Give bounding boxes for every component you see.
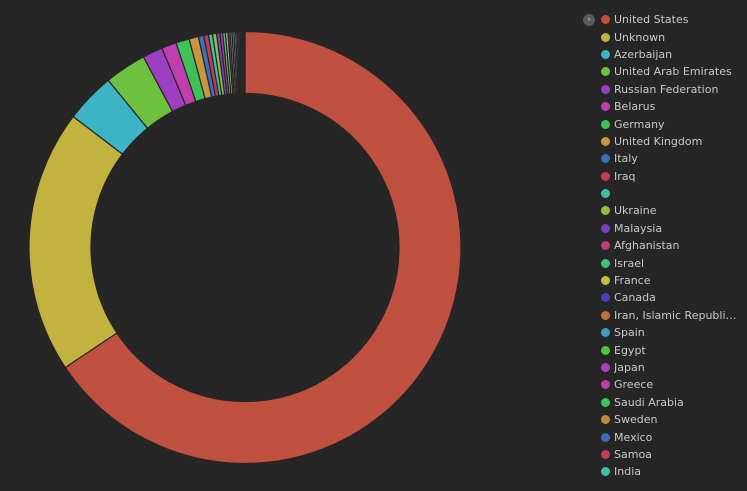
- legend-label: United Kingdom: [614, 134, 703, 148]
- legend-swatch: [601, 276, 610, 286]
- legend-item[interactable]: Sweden: [601, 411, 743, 428]
- legend-swatch: [601, 310, 610, 320]
- legend-swatch: [601, 171, 610, 181]
- legend-label: United Arab Emirates: [614, 65, 732, 79]
- legend-label: Saudi Arabia: [614, 395, 684, 409]
- legend-label: Canada: [614, 291, 656, 305]
- legend-swatch: [601, 49, 610, 59]
- legend-swatch: [601, 223, 610, 233]
- legend-label: Malaysia: [614, 221, 663, 235]
- legend-label: Iran, Islamic Republic ...: [614, 308, 740, 322]
- legend-item[interactable]: Israel: [601, 254, 743, 271]
- legend-list: United States Unknown Azerbaijan United Ara…: [601, 11, 743, 481]
- legend-swatch: [601, 449, 610, 459]
- legend-item[interactable]: Afghanistan: [601, 237, 743, 254]
- legend-item[interactable]: Canada: [601, 289, 743, 306]
- legend-swatch: [601, 154, 610, 164]
- donut-slice[interactable]: [243, 30, 246, 95]
- legend-swatch: [601, 67, 610, 77]
- legend-item[interactable]: Germany: [601, 115, 743, 132]
- donut-slice[interactable]: [28, 115, 124, 369]
- legend-item[interactable]: United States: [601, 11, 743, 28]
- legend-swatch: [601, 258, 610, 268]
- legend-item[interactable]: Malaysia: [601, 220, 743, 237]
- legend-label: Afghanistan: [614, 239, 680, 253]
- legend-label: Greece: [614, 378, 654, 392]
- legend-swatch: [601, 432, 610, 442]
- legend-swatch: [601, 467, 610, 477]
- legend-swatch: [601, 363, 610, 372]
- legend-label: Japan: [614, 361, 645, 374]
- legend-label: Italy: [614, 152, 638, 166]
- legend-label: Azerbaijan: [614, 47, 673, 61]
- legend-item[interactable]: India: [601, 463, 743, 480]
- legend-label: Belarus: [614, 100, 656, 114]
- legend-item[interactable]: United Arab Emirates: [601, 63, 743, 80]
- legend-label: Samoa: [614, 447, 652, 461]
- legend-item[interactable]: Greece: [601, 376, 743, 393]
- legend-item[interactable]: Mexico: [601, 428, 743, 445]
- legend-swatch: [601, 415, 610, 425]
- legend-label: Mexico: [614, 430, 653, 444]
- legend-item[interactable]: Iran, Islamic Republic ...: [601, 307, 743, 324]
- legend-label: Iraq: [614, 169, 636, 183]
- legend-label: Spain: [614, 326, 645, 340]
- legend-item[interactable]: [601, 185, 743, 202]
- legend-item[interactable]: France: [601, 272, 743, 289]
- chevron-right-icon[interactable]: ›: [583, 14, 595, 26]
- legend-swatch: [601, 241, 610, 251]
- legend-item[interactable]: Azerbaijan: [601, 46, 743, 63]
- legend-label: France: [614, 274, 651, 288]
- legend-item[interactable]: Spain: [601, 324, 743, 341]
- legend-label: Israel: [614, 256, 645, 270]
- legend-swatch: [601, 328, 610, 338]
- legend-swatch: [601, 102, 610, 112]
- legend-item[interactable]: Iraq: [601, 168, 743, 185]
- legend-swatch: [601, 15, 610, 25]
- legend-item[interactable]: Italy: [601, 150, 743, 167]
- legend-item[interactable]: Saudi Arabia: [601, 394, 743, 411]
- legend-swatch: [601, 32, 610, 42]
- legend-swatch: [601, 119, 610, 129]
- legend-label: Germany: [614, 117, 665, 131]
- legend-label: India: [614, 465, 641, 479]
- legend-item[interactable]: Samoa: [601, 446, 743, 463]
- legend-label: Russian Federation: [614, 82, 719, 96]
- legend-swatch: [601, 345, 610, 355]
- donut-chart: [28, 30, 462, 465]
- legend-item[interactable]: Unknown: [601, 28, 743, 45]
- legend-item[interactable]: Russian Federation: [601, 81, 743, 98]
- legend-label: Unknown: [614, 30, 666, 44]
- legend-label: Ukraine: [614, 204, 657, 218]
- legend-swatch: [601, 293, 610, 303]
- legend-label: Sweden: [614, 413, 658, 427]
- legend-label: Egypt: [614, 343, 646, 357]
- legend-item[interactable]: Egypt: [601, 341, 743, 358]
- legend-item[interactable]: Japan: [601, 359, 743, 376]
- legend-item[interactable]: Belarus: [601, 98, 743, 115]
- legend-item[interactable]: United Kingdom: [601, 133, 743, 150]
- legend-swatch: [601, 189, 610, 199]
- legend-swatch: [601, 380, 610, 390]
- legend-swatch: [601, 84, 610, 94]
- legend-item[interactable]: Ukraine: [601, 202, 743, 219]
- legend-swatch: [601, 206, 610, 216]
- legend-swatch: [601, 397, 610, 407]
- legend-label: United States: [614, 13, 689, 27]
- donut-slice[interactable]: [64, 30, 462, 465]
- legend-swatch: [601, 136, 610, 146]
